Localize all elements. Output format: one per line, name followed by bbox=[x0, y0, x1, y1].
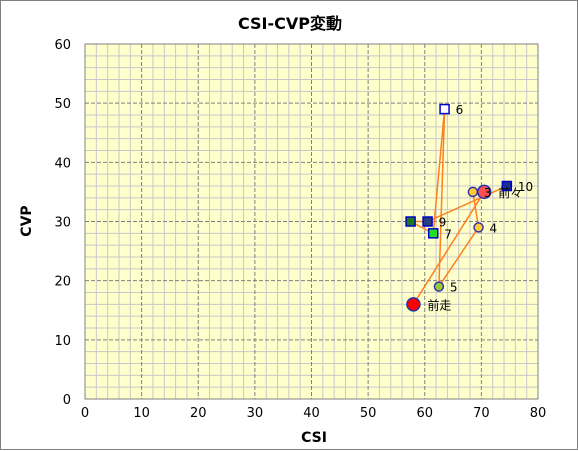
x-tick-label: 30 bbox=[247, 406, 264, 421]
point-label: 前々 bbox=[498, 185, 522, 200]
y-tick-label: 20 bbox=[54, 275, 71, 290]
x-tick-label: 10 bbox=[133, 406, 150, 421]
x-tick-label: 70 bbox=[473, 406, 490, 421]
data-point bbox=[405, 216, 416, 227]
data-point bbox=[433, 281, 445, 292]
plot-border bbox=[84, 43, 539, 400]
data-point bbox=[476, 184, 492, 200]
y-tick-label: 40 bbox=[54, 156, 71, 171]
x-tick-label: 50 bbox=[360, 406, 377, 421]
point-label: 10 bbox=[518, 180, 533, 194]
y-tick-label: 10 bbox=[54, 334, 71, 349]
data-point bbox=[439, 103, 450, 115]
y-tick-label: 50 bbox=[54, 97, 71, 112]
y-tick-label: 60 bbox=[54, 38, 71, 53]
x-tick-label: 20 bbox=[190, 406, 207, 421]
y-tick-label: 0 bbox=[63, 393, 71, 408]
point-label: 5 bbox=[450, 281, 458, 295]
y-tick-label: 30 bbox=[54, 216, 71, 231]
x-tick-label: 80 bbox=[530, 406, 547, 421]
point-label: 9 bbox=[439, 216, 447, 230]
x-axis-title: CSI bbox=[301, 430, 327, 446]
point-label: 6 bbox=[456, 103, 464, 117]
data-point bbox=[467, 186, 479, 198]
data-point bbox=[473, 222, 484, 233]
y-axis-title: CVP bbox=[19, 205, 35, 236]
x-tick-label: 40 bbox=[303, 406, 320, 421]
point-label: 7 bbox=[444, 227, 452, 241]
point-label: 前走 bbox=[427, 297, 451, 312]
data-point bbox=[501, 180, 513, 192]
x-tick-label: 0 bbox=[81, 406, 89, 421]
data-point bbox=[427, 228, 439, 239]
point-label: 4 bbox=[490, 221, 498, 235]
data-point bbox=[406, 297, 421, 312]
chart-title: CSI-CVP変動 bbox=[238, 14, 342, 33]
data-point bbox=[422, 216, 433, 227]
point-label: 3 bbox=[484, 186, 492, 200]
plot-layer: 0 10 20 30 40 50 60 70 80 0 10 20 30 40 50 60 前走 前々 3 4 5 6 79… bbox=[54, 38, 546, 421]
x-tick-label: 60 bbox=[416, 406, 433, 421]
